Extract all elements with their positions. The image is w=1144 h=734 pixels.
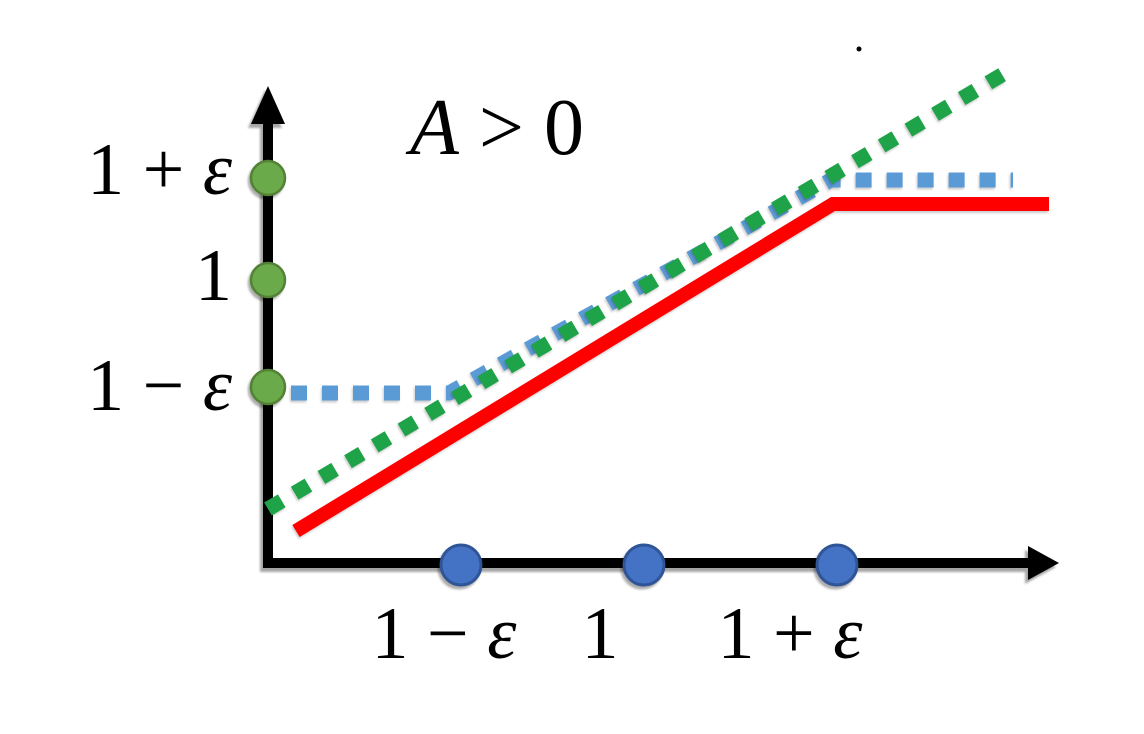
x-tick-label-1-minus-eps: 1 − ε bbox=[372, 597, 517, 671]
x-tick-label-main: 1 − bbox=[371, 593, 488, 675]
y-axis-marker-dot bbox=[249, 368, 287, 406]
x-tick-label-main: 1 + bbox=[717, 593, 834, 675]
epsilon-symbol: ε bbox=[202, 129, 232, 211]
x-tick-label-main: 1 bbox=[581, 593, 619, 675]
y-tick-label-main: 1 − bbox=[87, 345, 203, 427]
y-axis-marker-dot bbox=[249, 159, 287, 197]
clip-line-blue bbox=[291, 172, 1013, 401]
x-tick-label-1-plus-eps: 1 + ε bbox=[718, 597, 863, 671]
objective-line-red bbox=[292, 197, 1049, 537]
x-axis-marker-dot bbox=[622, 543, 666, 587]
x-tick-label-1: 1 bbox=[582, 597, 619, 671]
identity-line-green bbox=[264, 63, 1014, 516]
x-axis-arrowhead bbox=[1028, 546, 1059, 580]
stray-dot bbox=[856, 46, 862, 52]
x-axis-marker-dot bbox=[815, 543, 859, 587]
axes-group bbox=[251, 86, 1059, 580]
y-axis-markers bbox=[249, 159, 287, 406]
epsilon-symbol: ε bbox=[833, 593, 863, 675]
x-axis-marker-dot bbox=[439, 543, 483, 587]
epsilon-symbol: ε bbox=[487, 593, 517, 675]
y-tick-label-1-minus-eps: 1 − ε bbox=[87, 349, 232, 423]
y-tick-label-main: 1 bbox=[195, 235, 232, 317]
y-axis-marker-dot bbox=[249, 261, 287, 299]
x-axis-markers bbox=[439, 543, 859, 587]
title-rest: > 0 bbox=[458, 84, 584, 172]
epsilon-symbol: ε bbox=[202, 345, 232, 427]
y-tick-label-1-plus-eps: 1 + ε bbox=[87, 133, 232, 207]
y-tick-label-main: 1 + bbox=[87, 129, 203, 211]
y-axis-arrowhead bbox=[251, 86, 285, 124]
plot-title: A > 0 bbox=[410, 88, 584, 168]
title-variable: A bbox=[410, 84, 459, 172]
y-tick-label-1: 1 bbox=[195, 239, 232, 313]
